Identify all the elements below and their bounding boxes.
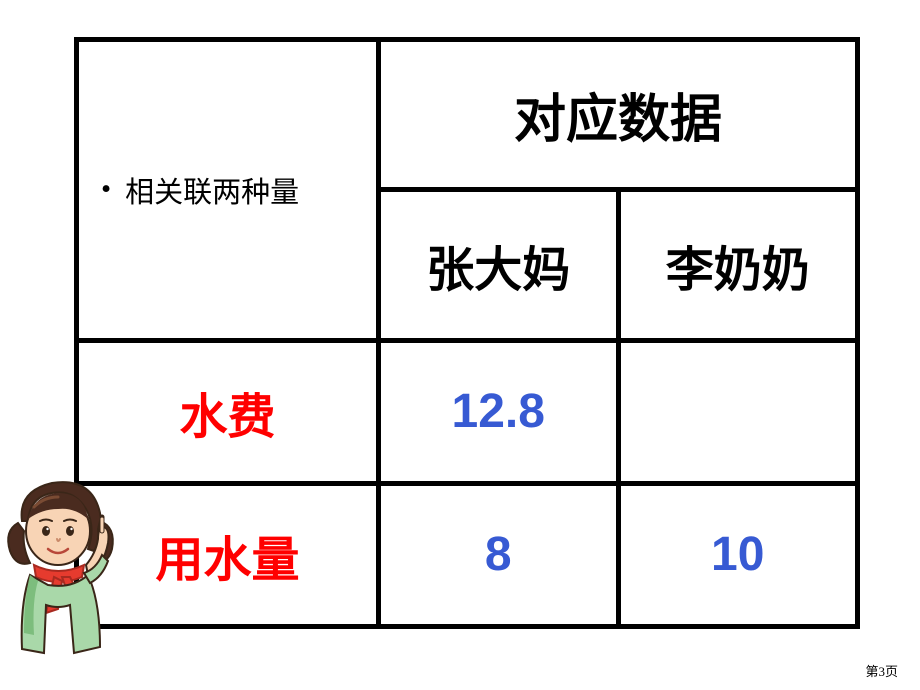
- data-table: • 相关联两种量 对应数据 张大妈 李奶奶 水费 12.8 用水量 8 10: [74, 37, 860, 629]
- person-header-row: 张大妈 李奶奶: [381, 192, 855, 337]
- person1-header: 张大妈: [381, 192, 621, 337]
- column-header-group: 对应数据 张大妈 李奶奶: [381, 42, 855, 338]
- table-body: 水费 12.8 用水量 8 10: [79, 343, 855, 624]
- cell-value: [621, 343, 856, 481]
- table-row: 用水量 8 10: [79, 486, 855, 624]
- column-group-title: 对应数据: [381, 42, 855, 192]
- girl-cartoon-icon: [0, 473, 120, 658]
- cell-value: 12.8: [381, 343, 621, 481]
- row-header-title: 相关联两种量: [125, 169, 299, 211]
- table-header: • 相关联两种量 对应数据 张大妈 李奶奶: [79, 42, 855, 343]
- bullet-icon: •: [101, 173, 111, 206]
- row-label: 水费: [79, 343, 381, 481]
- table-row: 水费 12.8: [79, 343, 855, 486]
- cell-value: 8: [381, 486, 621, 624]
- person2-header: 李奶奶: [621, 192, 856, 337]
- row-label: 用水量: [79, 486, 381, 624]
- row-header-title-cell: • 相关联两种量: [79, 42, 381, 338]
- page-number: 第3页: [865, 661, 898, 680]
- cell-value: 10: [621, 486, 856, 624]
